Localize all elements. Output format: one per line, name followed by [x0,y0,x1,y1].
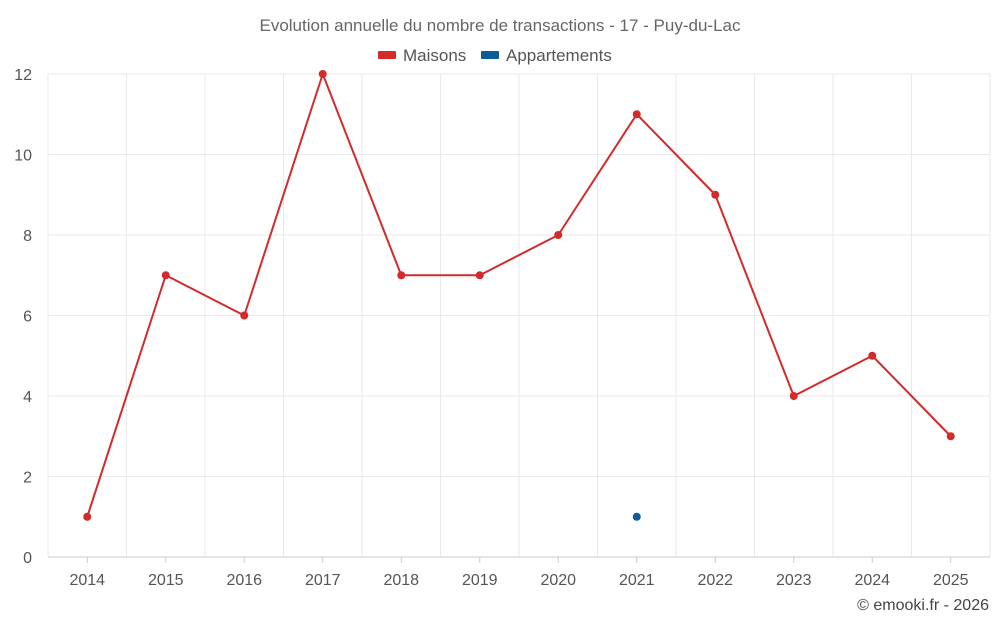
legend: Maisons Appartements [378,46,612,65]
legend-label-appartements: Appartements [506,46,612,65]
x-tick-label: 2020 [540,572,576,589]
legend-swatch-maisons [378,51,396,59]
grid [47,73,991,557]
y-tick-label: 2 [23,470,32,487]
y-tick-label: 12 [14,67,32,84]
x-tick-label: 2015 [148,572,184,589]
axes: 0 2 4 6 8 10 12 2014 2015 2016 2017 2018 2019 2020 202… [14,67,990,589]
data-point-maisons[interactable] [711,190,720,199]
x-tick-label: 2017 [305,572,341,589]
y-tick-label: 4 [23,389,32,406]
y-tick-label: 8 [23,228,32,245]
x-tick-label: 2018 [383,572,419,589]
data-point-maisons[interactable] [161,271,170,280]
data-point-maisons[interactable] [318,70,327,78]
data-point-maisons[interactable] [868,351,877,360]
legend-label-maisons: Maisons [403,46,466,65]
series-maisons [83,70,955,521]
x-tick-label: 2025 [933,572,969,589]
series-line-maisons [86,73,952,518]
data-point-maisons[interactable] [397,271,406,280]
x-tick-label: 2023 [776,572,812,589]
credit-text: © emooki.fr - 2026 [857,597,989,614]
data-point-maisons[interactable] [946,432,955,441]
x-tick-label: 2024 [854,572,890,589]
y-tick-label: 10 [14,148,32,165]
x-tick-label: 2016 [226,572,262,589]
data-point-maisons[interactable] [632,110,641,119]
y-tick-label: 6 [23,309,32,326]
series [83,70,955,521]
data-point-maisons[interactable] [475,271,484,280]
series-appartements [632,512,641,521]
data-point-maisons[interactable] [789,392,798,400]
legend-swatch-appartements [481,51,499,59]
data-point-maisons[interactable] [240,311,249,320]
chart-title: Evolution annuelle du nombre de transact… [259,16,741,35]
legend-item-maisons[interactable]: Maisons [378,46,466,65]
x-tick-label: 2022 [697,572,733,589]
data-point-maisons[interactable] [83,512,92,521]
x-tick-label: 2014 [69,572,105,589]
legend-item-appartements[interactable]: Appartements [481,46,612,65]
x-tick-label: 2021 [619,572,655,589]
y-tick-label: 0 [23,550,32,567]
data-point-maisons[interactable] [554,231,563,239]
data-point-appartements[interactable] [632,512,641,521]
x-tick-label: 2019 [462,572,498,589]
